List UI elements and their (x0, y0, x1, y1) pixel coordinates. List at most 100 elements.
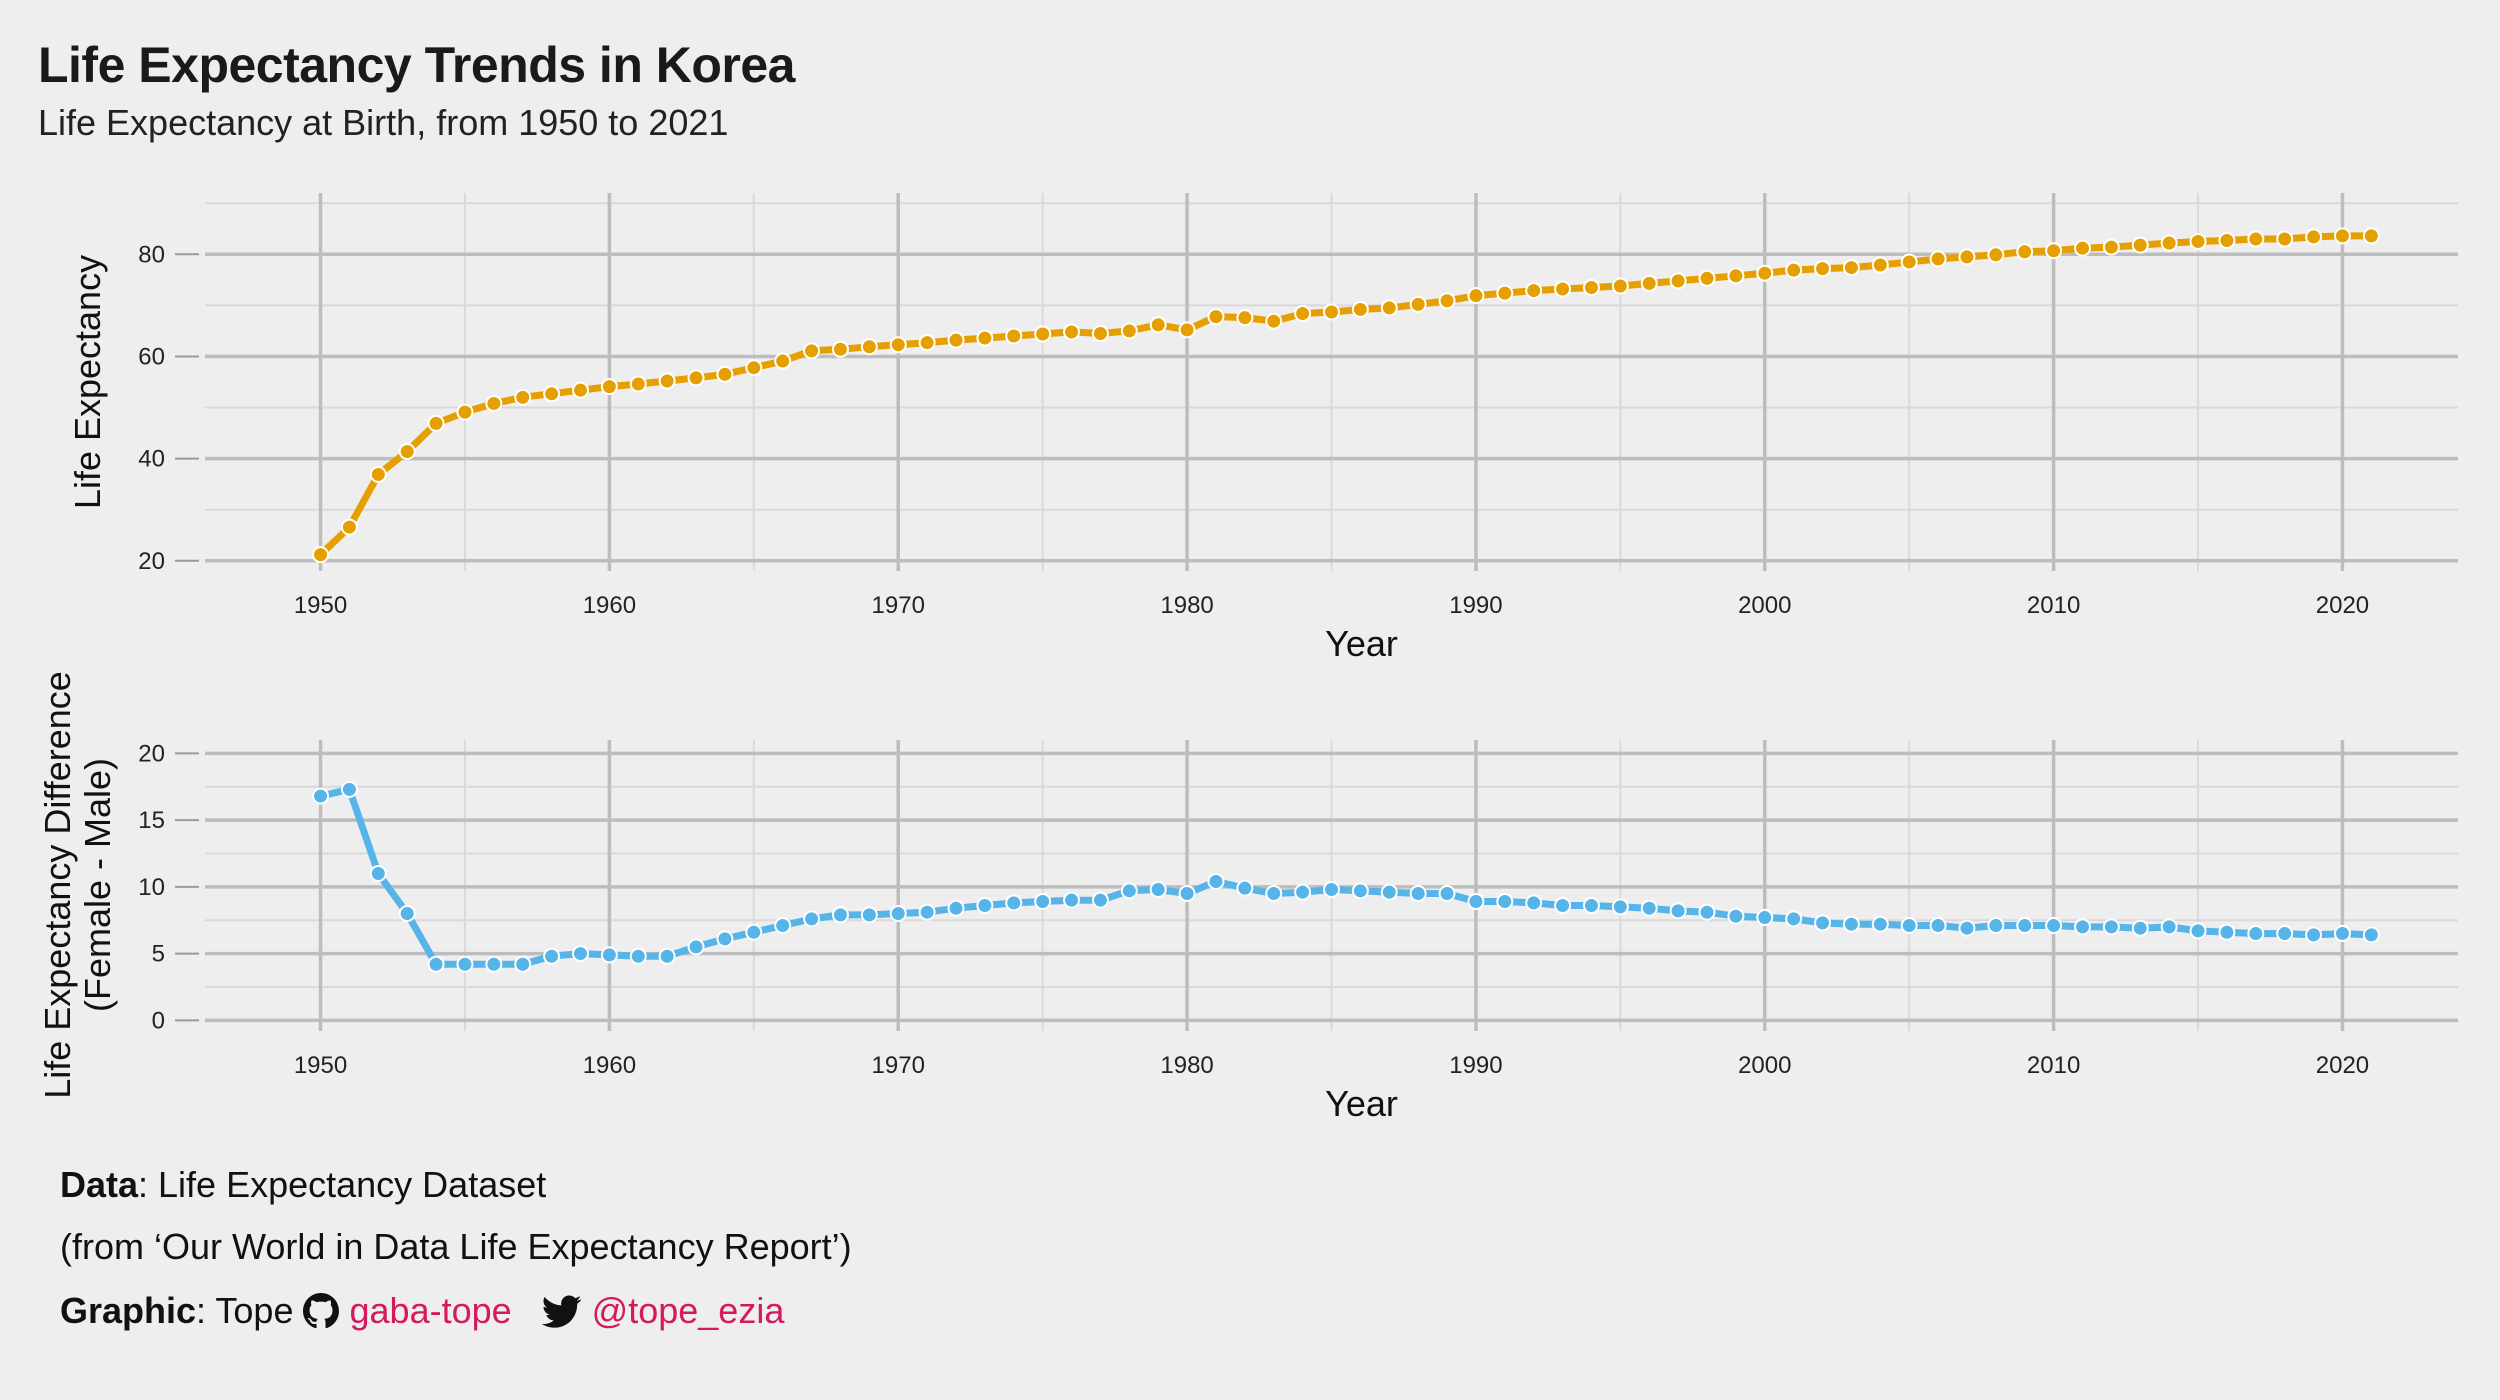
data-point (2189, 922, 2207, 940)
x-tick-label: 2000 (1738, 1052, 1791, 1079)
series-line (317, 232, 2375, 559)
chart-subtitle: Life Expectancy at Birth, from 1950 to 2… (38, 102, 729, 143)
data-point (514, 388, 532, 406)
data-point (543, 385, 561, 403)
data-point (860, 338, 878, 356)
y-axis-title-line: Life Expectancy (67, 255, 108, 509)
caption-data-text: : Life Expectancy Dataset (138, 1164, 547, 1205)
data-point (1785, 910, 1803, 928)
data-point (1525, 282, 1543, 300)
y-tick-label: 20 (138, 740, 165, 767)
data-point (1582, 897, 1600, 915)
data-point (1727, 907, 1745, 925)
x-tick-label: 1960 (583, 1052, 636, 1079)
caption-graphic-line: Graphic: Tope gaba-tope @tope_ezia (60, 1290, 784, 1332)
data-point (1698, 269, 1716, 287)
data-point (2102, 238, 2120, 256)
data-point (1814, 914, 1832, 932)
x-tick-label: 1970 (872, 592, 925, 619)
data-point (1842, 915, 1860, 933)
data-point (1294, 883, 1312, 901)
github-handle-link[interactable]: gaba-tope (349, 1290, 512, 1331)
data-point (485, 955, 503, 973)
data-point (803, 910, 821, 928)
data-point (831, 340, 849, 358)
data-point (1987, 917, 2005, 935)
data-point (745, 923, 763, 941)
data-point (2045, 242, 2063, 260)
data-point (2160, 234, 2178, 252)
data-point (745, 359, 763, 377)
data-point (716, 930, 734, 948)
data-point (2102, 918, 2120, 936)
data-point (2305, 926, 2323, 944)
data-point (1323, 881, 1340, 899)
data-point (312, 787, 330, 805)
data-point (1409, 885, 1427, 903)
y-tick-label: 10 (138, 874, 165, 901)
data-point (947, 331, 965, 349)
data-point (2333, 925, 2351, 943)
data-point (629, 375, 647, 393)
data-point (803, 342, 821, 360)
chart-panel-1: 1950 1960 1970 1980 1990 2000 2010 202020406080… (67, 193, 2458, 664)
x-tick-label: 1980 (1160, 592, 1213, 619)
data-point (1785, 261, 1803, 279)
data-point (658, 947, 676, 965)
data-point (340, 518, 358, 536)
data-point (2160, 918, 2178, 936)
x-tick-label: 1970 (872, 1052, 925, 1079)
data-point (485, 394, 503, 412)
caption-data-label: Data (60, 1164, 139, 1205)
y-axis-title: Life Expectancy Difference(Female - Male… (37, 671, 118, 1099)
data-point (1900, 253, 1918, 271)
data-point (1467, 893, 1485, 911)
x-tick-label: 1960 (583, 592, 636, 619)
x-tick-label: 1950 (294, 1052, 347, 1079)
data-point (1091, 324, 1109, 342)
twitter-handle-link[interactable]: @tope_ezia (591, 1290, 785, 1331)
data-point (1034, 893, 1052, 911)
x-axis-title: Year (1325, 623, 1398, 664)
data-point (1669, 902, 1687, 920)
data-point (860, 906, 878, 924)
github-icon (303, 1293, 340, 1329)
series-line (317, 785, 2375, 968)
x-tick-label: 1950 (294, 592, 347, 619)
data-point (1611, 898, 1629, 916)
y-tick-label: 15 (138, 807, 165, 834)
data-point (369, 864, 387, 882)
y-axis-title-line: Life Expectancy Difference (37, 671, 78, 1099)
data-point (1236, 879, 1254, 897)
data-point (1958, 919, 1976, 937)
data-point (2333, 227, 2351, 245)
data-point (1756, 264, 1774, 282)
data-point (514, 955, 532, 973)
data-point (1034, 325, 1052, 343)
data-point (1294, 305, 1312, 323)
data-point (456, 955, 474, 973)
data-point (2218, 232, 2236, 250)
y-tick-label: 60 (138, 343, 165, 370)
data-point (889, 336, 907, 354)
data-point (1640, 899, 1658, 917)
data-point (600, 946, 618, 964)
data-point (1380, 883, 1398, 901)
data-point (2074, 918, 2091, 936)
data-point (1496, 893, 1514, 911)
data-point (1496, 284, 1514, 302)
data-point (1554, 280, 1572, 298)
data-point (369, 465, 387, 483)
x-tick-label: 1990 (1449, 1052, 1502, 1079)
data-point (1814, 260, 1832, 278)
data-point (1409, 295, 1427, 313)
data-point (629, 947, 647, 965)
data-point (2247, 925, 2265, 943)
data-point (398, 905, 416, 923)
data-point (1207, 308, 1225, 326)
data-point (716, 365, 734, 383)
data-point (1900, 917, 1918, 935)
data-point (918, 903, 936, 921)
data-point (1871, 256, 1889, 274)
